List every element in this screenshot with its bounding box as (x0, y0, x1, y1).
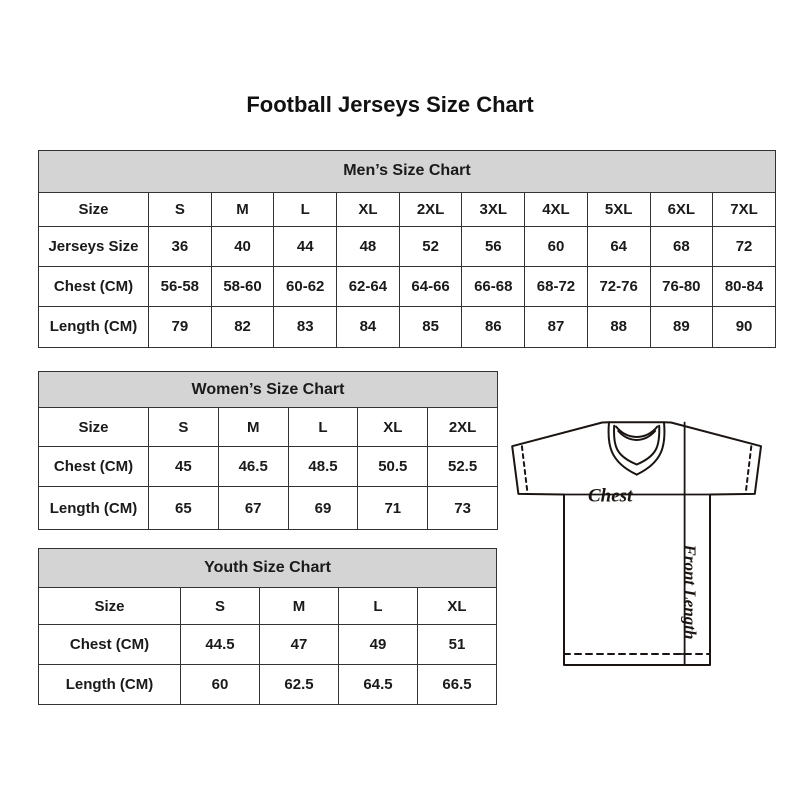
svg-text:Chest: Chest (588, 486, 633, 507)
svg-text:Front Length: Front Length (681, 544, 700, 640)
